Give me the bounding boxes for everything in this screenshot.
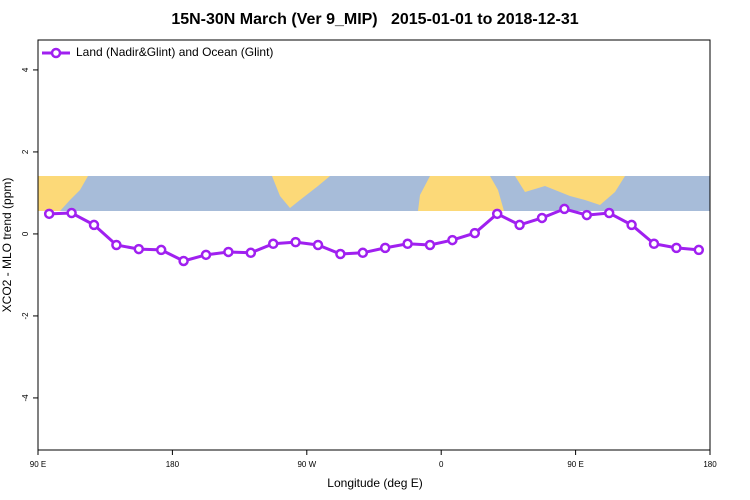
data-point [626, 219, 637, 231]
x-axis-label: Longitude (deg E) [327, 476, 422, 490]
data-point [111, 239, 122, 251]
y-tick-label: 0 [21, 231, 30, 236]
data-point [200, 249, 212, 261]
data-point [335, 248, 346, 260]
data-point [469, 227, 481, 239]
y-axis-label: XCO2 - MLO trend (ppm) [0, 178, 14, 313]
x-tick-label: 180 [166, 460, 180, 469]
data-point [312, 239, 324, 251]
y-tick-label: -2 [21, 312, 30, 320]
x-tick-label: 90 W [297, 460, 316, 469]
data-point [603, 207, 615, 219]
data-point [357, 247, 369, 259]
data-point [447, 234, 458, 246]
data-point [245, 247, 257, 259]
x-tick-label: 180 [703, 460, 717, 469]
y-tick-label: -4 [21, 394, 30, 402]
map-band [38, 176, 710, 211]
data-point [424, 239, 436, 251]
data-point [581, 209, 593, 221]
plot-frame [37, 39, 711, 451]
data-point [267, 238, 279, 250]
data-point [88, 219, 100, 231]
y-tick-label: 4 [21, 67, 30, 72]
data-point [536, 212, 548, 224]
data-point [491, 208, 503, 220]
chart-title: 15N-30N March (Ver 9_MIP) 2015-01-01 to … [171, 11, 578, 28]
data-point [671, 242, 682, 254]
data-point [379, 242, 391, 254]
data-point [693, 244, 705, 256]
x-tick-label: 0 [439, 460, 444, 469]
legend-label: Land (Nadir&Glint) and Ocean (Glint) [76, 45, 273, 59]
data-point [178, 255, 189, 267]
data-point [402, 238, 413, 250]
series-line [49, 207, 699, 263]
data-point [43, 208, 55, 220]
data-point [155, 244, 167, 256]
data-point [648, 238, 660, 250]
data-point [223, 246, 234, 258]
data-point [514, 219, 525, 231]
data-point [133, 243, 145, 255]
data-point [66, 207, 77, 219]
x-tick-label: 90 E [30, 460, 46, 469]
legend-marker [50, 47, 62, 59]
data-point [290, 236, 301, 248]
x-tick-label: 90 E [567, 460, 583, 469]
data-point [559, 203, 570, 215]
y-tick-label: 2 [21, 149, 30, 154]
